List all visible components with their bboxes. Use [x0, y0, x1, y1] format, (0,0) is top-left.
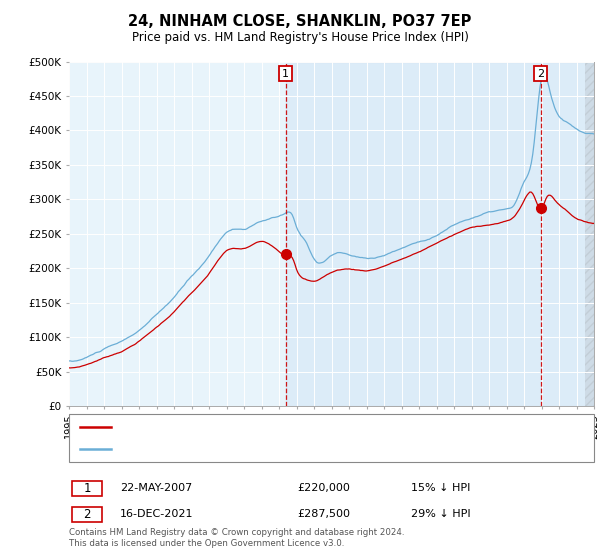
Text: £287,500: £287,500	[297, 509, 350, 519]
Text: 1: 1	[83, 482, 91, 495]
Text: £220,000: £220,000	[297, 483, 350, 493]
Text: 29% ↓ HPI: 29% ↓ HPI	[411, 509, 470, 519]
Text: Contains HM Land Registry data © Crown copyright and database right 2024.
This d: Contains HM Land Registry data © Crown c…	[69, 528, 404, 548]
Text: 2: 2	[537, 69, 544, 78]
Text: 1: 1	[282, 69, 289, 78]
Text: 2: 2	[83, 507, 91, 521]
Text: 16-DEC-2021: 16-DEC-2021	[120, 509, 193, 519]
Text: HPI: Average price, detached house, Isle of Wight: HPI: Average price, detached house, Isle…	[120, 444, 378, 454]
Text: Price paid vs. HM Land Registry's House Price Index (HPI): Price paid vs. HM Land Registry's House …	[131, 31, 469, 44]
Text: 24, NINHAM CLOSE, SHANKLIN, PO37 7EP (detached house): 24, NINHAM CLOSE, SHANKLIN, PO37 7EP (de…	[120, 422, 431, 432]
Text: 22-MAY-2007: 22-MAY-2007	[120, 483, 192, 493]
Text: 24, NINHAM CLOSE, SHANKLIN, PO37 7EP: 24, NINHAM CLOSE, SHANKLIN, PO37 7EP	[128, 14, 472, 29]
Text: 15% ↓ HPI: 15% ↓ HPI	[411, 483, 470, 493]
Bar	[286, 62, 594, 406]
